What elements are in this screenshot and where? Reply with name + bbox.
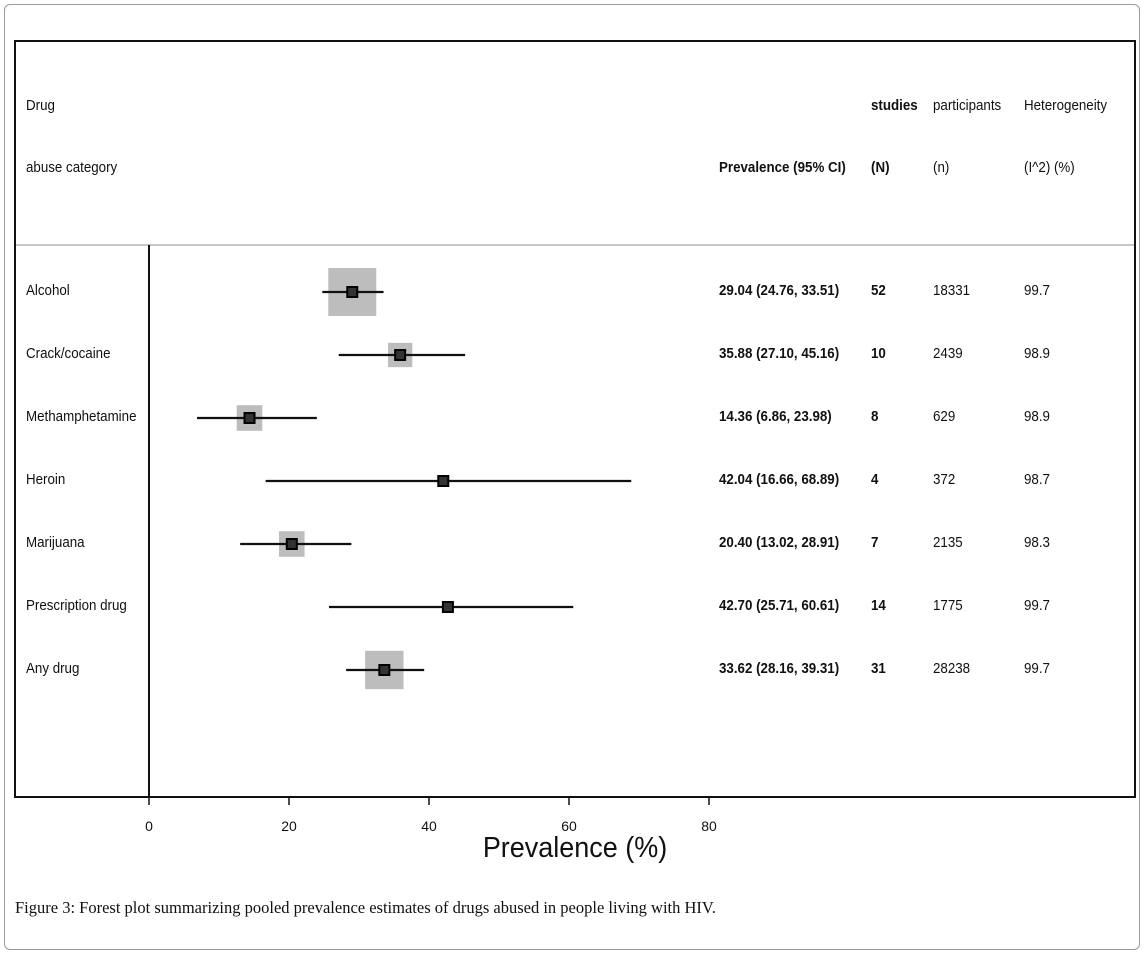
header-drug-line1: Drug — [26, 98, 55, 114]
row-ci-text: 20.40 (13.02, 28.91) — [719, 535, 840, 551]
row-participants: 629 — [933, 409, 956, 425]
header-heterogeneity-line2: (I^2) (%) — [1024, 160, 1075, 176]
row-heterogeneity: 99.7 — [1024, 598, 1050, 614]
header-participants-line2: (n) — [933, 160, 950, 176]
row-studies: 7 — [871, 535, 879, 551]
row-heterogeneity: 98.7 — [1024, 472, 1050, 488]
x-tick-label: 20 — [281, 818, 297, 834]
header-studies-line2: (N) — [871, 160, 890, 176]
x-tick-label: 40 — [421, 818, 437, 834]
row-participants: 1775 — [933, 598, 963, 614]
caption-text: Forest plot summarizing pooled prevalenc… — [75, 898, 716, 917]
x-tick-label: 80 — [701, 818, 717, 834]
row-label: Methamphetamine — [26, 409, 137, 425]
point-estimate — [243, 412, 256, 424]
header-separator — [16, 244, 1134, 246]
row-studies: 14 — [871, 598, 886, 614]
x-axis-title: Prevalence (%) — [482, 832, 668, 864]
point-estimate — [285, 538, 298, 550]
row-ci-text: 29.04 (24.76, 33.51) — [719, 283, 840, 299]
row-heterogeneity: 99.7 — [1024, 283, 1050, 299]
row-studies: 10 — [871, 346, 886, 362]
point-estimate — [441, 601, 454, 613]
row-label: Heroin — [26, 472, 66, 488]
plot-box — [14, 40, 1136, 798]
point-estimate — [346, 286, 359, 298]
caption-label: Figure 3: — [15, 898, 76, 917]
x-tick-label: 0 — [145, 818, 153, 834]
row-participants: 18331 — [933, 283, 971, 299]
row-studies: 52 — [871, 283, 886, 299]
point-estimate — [378, 664, 391, 676]
row-participants: 28238 — [933, 661, 971, 677]
row-studies: 8 — [871, 409, 879, 425]
figure-caption: Figure 3: Forest plot summarizing pooled… — [15, 898, 716, 918]
row-ci-text: 42.70 (25.71, 60.61) — [719, 598, 840, 614]
header-participants-line1: participants — [933, 98, 1002, 114]
x-tick-label: 60 — [561, 818, 577, 834]
header-heterogeneity-line1: Heterogeneity — [1024, 98, 1108, 114]
header-studies-line1: studies — [871, 98, 918, 114]
row-ci-text: 33.62 (28.16, 39.31) — [719, 661, 840, 677]
row-label: Prescription drug — [26, 598, 127, 614]
row-participants: 2135 — [933, 535, 963, 551]
row-ci-text: 35.88 (27.10, 45.16) — [719, 346, 840, 362]
row-label: Crack/cocaine — [26, 346, 111, 362]
point-estimate — [394, 349, 407, 361]
point-estimate — [437, 475, 450, 487]
header-drug-line2: abuse category — [26, 160, 118, 176]
row-ci-text: 14.36 (6.86, 23.98) — [719, 409, 832, 425]
row-studies: 31 — [871, 661, 886, 677]
figure-frame — [4, 4, 1140, 950]
row-heterogeneity: 98.9 — [1024, 346, 1050, 362]
row-heterogeneity: 98.9 — [1024, 409, 1050, 425]
row-label: Alcohol — [26, 283, 70, 299]
row-label: Any drug — [26, 661, 80, 677]
header-prevalence: Prevalence (95% CI) — [719, 160, 846, 176]
row-studies: 4 — [871, 472, 879, 488]
row-participants: 2439 — [933, 346, 963, 362]
row-ci-text: 42.04 (16.66, 68.89) — [719, 472, 840, 488]
row-heterogeneity: 99.7 — [1024, 661, 1050, 677]
row-heterogeneity: 98.3 — [1024, 535, 1050, 551]
row-participants: 372 — [933, 472, 956, 488]
row-label: Marijuana — [26, 535, 85, 551]
